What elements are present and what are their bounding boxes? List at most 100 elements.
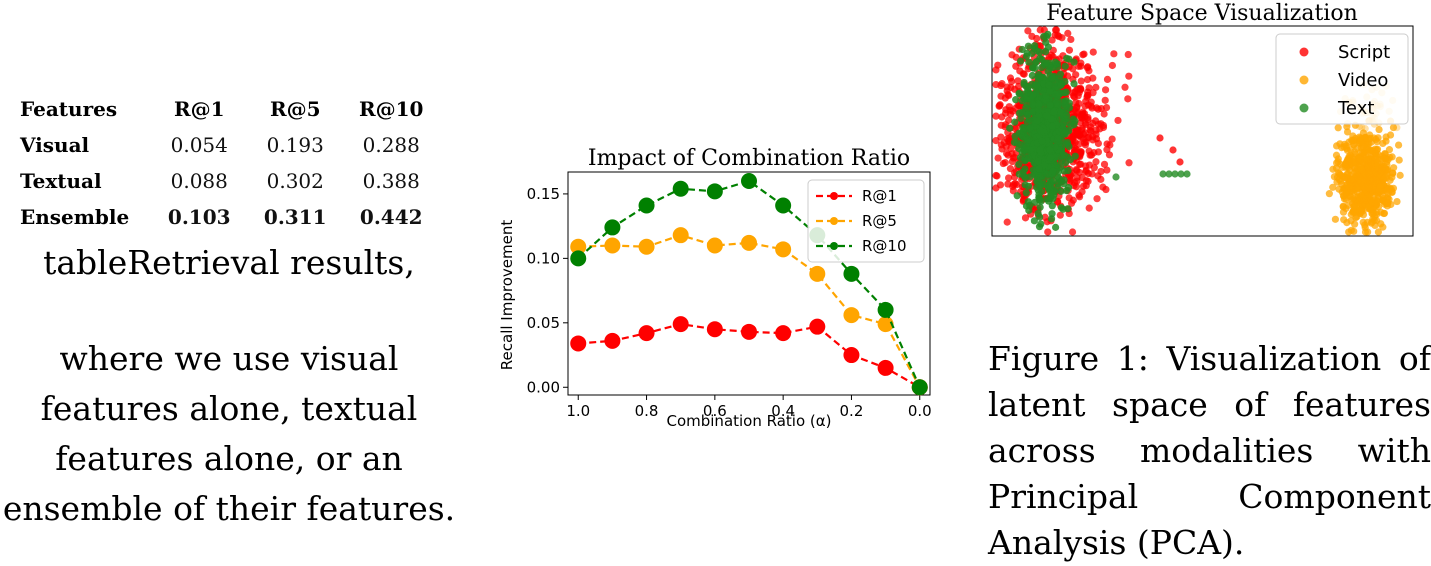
script-point xyxy=(1075,62,1083,70)
data-point xyxy=(775,197,792,214)
script-point xyxy=(1079,182,1088,190)
text-point xyxy=(1021,174,1029,182)
script-point xyxy=(1089,119,1097,127)
row-label: Visual xyxy=(20,133,90,157)
chart-legend xyxy=(807,179,925,263)
script-point xyxy=(1021,214,1030,222)
text-point xyxy=(1063,54,1071,62)
script-point xyxy=(1072,98,1080,107)
video-point xyxy=(1345,228,1353,236)
text-point xyxy=(1048,122,1056,130)
script-point xyxy=(1005,103,1013,111)
x-tick-label: 0.4 xyxy=(771,402,795,420)
text-point xyxy=(1048,210,1056,218)
table-cell: 0.442 xyxy=(359,205,423,229)
text-point xyxy=(1026,123,1034,132)
video-point xyxy=(1347,193,1355,201)
script-point xyxy=(1077,85,1085,93)
script-point xyxy=(1075,131,1083,139)
text-point xyxy=(1024,42,1032,50)
video-point xyxy=(1368,182,1377,191)
text-point xyxy=(1045,81,1053,89)
text-point xyxy=(1021,165,1029,173)
text-point xyxy=(1028,71,1036,80)
pca-legend-label: Script xyxy=(1338,42,1390,63)
video-point xyxy=(1377,181,1385,189)
data-point xyxy=(877,301,894,318)
text-point xyxy=(1018,148,1026,156)
text-point xyxy=(1057,177,1065,185)
text-point xyxy=(1036,203,1044,211)
text-point xyxy=(1011,118,1019,126)
data-point xyxy=(911,379,928,396)
video-point xyxy=(1333,142,1341,150)
row-label: Textual xyxy=(20,169,102,193)
script-point xyxy=(1075,191,1083,199)
data-point xyxy=(604,219,621,236)
script-point xyxy=(1085,204,1093,212)
text-point xyxy=(1016,90,1024,98)
text-point xyxy=(1036,213,1044,221)
text-point xyxy=(1022,142,1030,151)
table-cell: 0.388 xyxy=(362,169,420,193)
script-point xyxy=(997,141,1005,149)
script-point xyxy=(1092,83,1100,91)
script-point xyxy=(1103,75,1112,84)
video-point xyxy=(1334,158,1342,166)
script-point xyxy=(1008,150,1016,158)
text-point xyxy=(1013,192,1021,200)
header-r1: R@1 xyxy=(173,97,225,121)
script-point xyxy=(1100,160,1109,168)
script-point xyxy=(998,113,1006,121)
text-point xyxy=(1017,57,1025,65)
video-point xyxy=(1325,190,1333,198)
x-tick-label: 0.0 xyxy=(908,402,932,420)
script-point xyxy=(1083,75,1092,84)
video-point xyxy=(1355,122,1363,130)
script-point xyxy=(1024,27,1032,35)
script-point xyxy=(1008,77,1016,86)
data-point xyxy=(877,359,894,376)
table-row: Textual 0.088 0.302 0.388 xyxy=(20,168,439,204)
video-point xyxy=(1331,215,1340,223)
text-point xyxy=(1025,115,1033,123)
table-cell: 0.302 xyxy=(266,169,324,193)
script-point xyxy=(1072,146,1081,154)
video-point xyxy=(1344,170,1352,178)
text-point xyxy=(1033,117,1041,125)
text-point xyxy=(1029,108,1037,116)
x-axis-label: Combination Ratio (α) xyxy=(666,412,831,430)
script-point xyxy=(1028,32,1036,40)
script-point xyxy=(1082,176,1090,185)
text-point xyxy=(1022,189,1030,197)
text-point xyxy=(1015,160,1023,169)
video-point xyxy=(1396,171,1404,179)
legend-label: R@10 xyxy=(862,237,907,255)
video-point xyxy=(1358,123,1366,131)
text-point xyxy=(1030,170,1038,179)
text-point xyxy=(1044,182,1052,190)
video-point xyxy=(1383,166,1391,174)
text-point xyxy=(1057,113,1065,121)
text-point xyxy=(1012,96,1020,104)
video-point xyxy=(1393,124,1401,132)
script-point xyxy=(1086,126,1094,134)
pca-legend-label: Text xyxy=(1337,98,1374,119)
text-point xyxy=(1057,81,1065,90)
text-point xyxy=(1018,108,1026,117)
table-row: Ensemble 0.103 0.311 0.442 xyxy=(20,204,439,240)
text-point xyxy=(1018,45,1026,54)
script-point xyxy=(1003,149,1011,158)
pca-legend-label: Video xyxy=(1338,70,1388,91)
text-point xyxy=(1177,170,1185,178)
text-point xyxy=(1049,167,1057,175)
video-point xyxy=(1383,160,1391,169)
video-point xyxy=(1356,157,1364,165)
video-point xyxy=(1366,146,1375,155)
text-point xyxy=(1035,194,1044,202)
video-point xyxy=(1362,170,1370,178)
text-point xyxy=(1029,101,1037,109)
text-point xyxy=(1038,137,1046,145)
text-point xyxy=(1034,157,1042,166)
table-cell: 0.311 xyxy=(263,205,327,229)
